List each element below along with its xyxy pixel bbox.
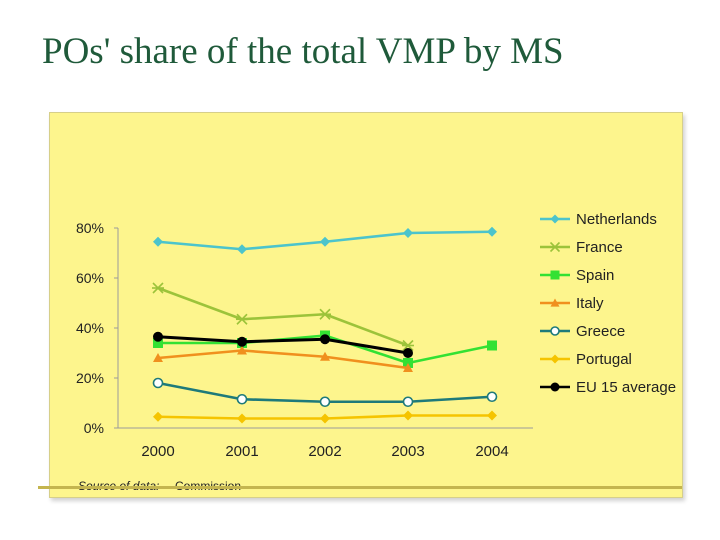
series-line-3 <box>157 349 409 370</box>
legend-label: Netherlands <box>576 211 657 228</box>
data-point <box>236 393 248 405</box>
data-point <box>152 377 164 389</box>
data-point <box>237 336 247 347</box>
legend-label: Spain <box>576 267 614 284</box>
legend-marker <box>550 298 560 307</box>
y-tick-label: 60% <box>76 270 104 286</box>
data-point <box>319 308 331 320</box>
legend-label: Portugal <box>576 351 632 368</box>
data-point <box>153 411 163 422</box>
legend-marker <box>550 270 560 280</box>
data-point <box>320 351 330 361</box>
y-tick-label: 40% <box>76 320 104 336</box>
series-line-6 <box>157 335 409 355</box>
legend-marker <box>550 382 560 392</box>
legend-marker <box>549 241 561 253</box>
data-point <box>403 348 413 358</box>
data-point <box>237 413 247 424</box>
data-point <box>237 244 247 255</box>
y-tick-label: 20% <box>76 370 104 386</box>
legend-label: EU 15 average <box>576 379 676 396</box>
legend-label: Greece <box>576 323 625 340</box>
x-tick-label: 2003 <box>391 443 424 460</box>
legend-marker <box>550 326 560 336</box>
data-point <box>487 410 497 421</box>
data-point <box>403 228 413 238</box>
data-point <box>320 334 330 345</box>
legend-marker <box>550 214 560 224</box>
data-point <box>486 391 498 403</box>
series-line-1 <box>157 286 409 347</box>
data-point <box>402 396 414 408</box>
x-tick-label: 2004 <box>475 443 508 460</box>
y-tick-label: 0% <box>84 420 104 436</box>
data-point <box>237 345 247 355</box>
divider-rule <box>38 486 682 489</box>
legend-marker <box>550 354 560 364</box>
legend-label: France <box>576 239 623 256</box>
data-point <box>487 340 497 351</box>
data-point <box>320 413 330 424</box>
data-point <box>153 236 163 247</box>
data-point <box>153 338 163 348</box>
data-point <box>153 353 163 362</box>
data-point <box>319 396 331 408</box>
y-tick-label: 80% <box>76 220 104 236</box>
data-point <box>403 363 413 372</box>
data-point <box>403 410 413 421</box>
legend-label: Italy <box>576 295 604 312</box>
chart-panel <box>49 112 683 498</box>
data-point <box>487 226 497 237</box>
data-point <box>402 339 414 352</box>
data-point <box>152 282 164 294</box>
x-tick-label: 2001 <box>225 443 258 460</box>
data-point <box>320 236 330 247</box>
data-point <box>236 313 248 325</box>
x-tick-label: 2000 <box>141 443 174 460</box>
slide-title: POs' share of the total VMP by MS <box>42 31 564 72</box>
x-tick-label: 2002 <box>308 443 341 460</box>
data-point <box>153 331 163 342</box>
